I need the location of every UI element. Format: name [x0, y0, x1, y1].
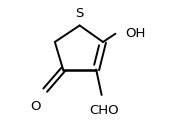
Text: S: S [75, 7, 84, 20]
Text: O: O [30, 100, 41, 113]
Text: OH: OH [125, 27, 145, 40]
Text: CHO: CHO [90, 104, 119, 117]
